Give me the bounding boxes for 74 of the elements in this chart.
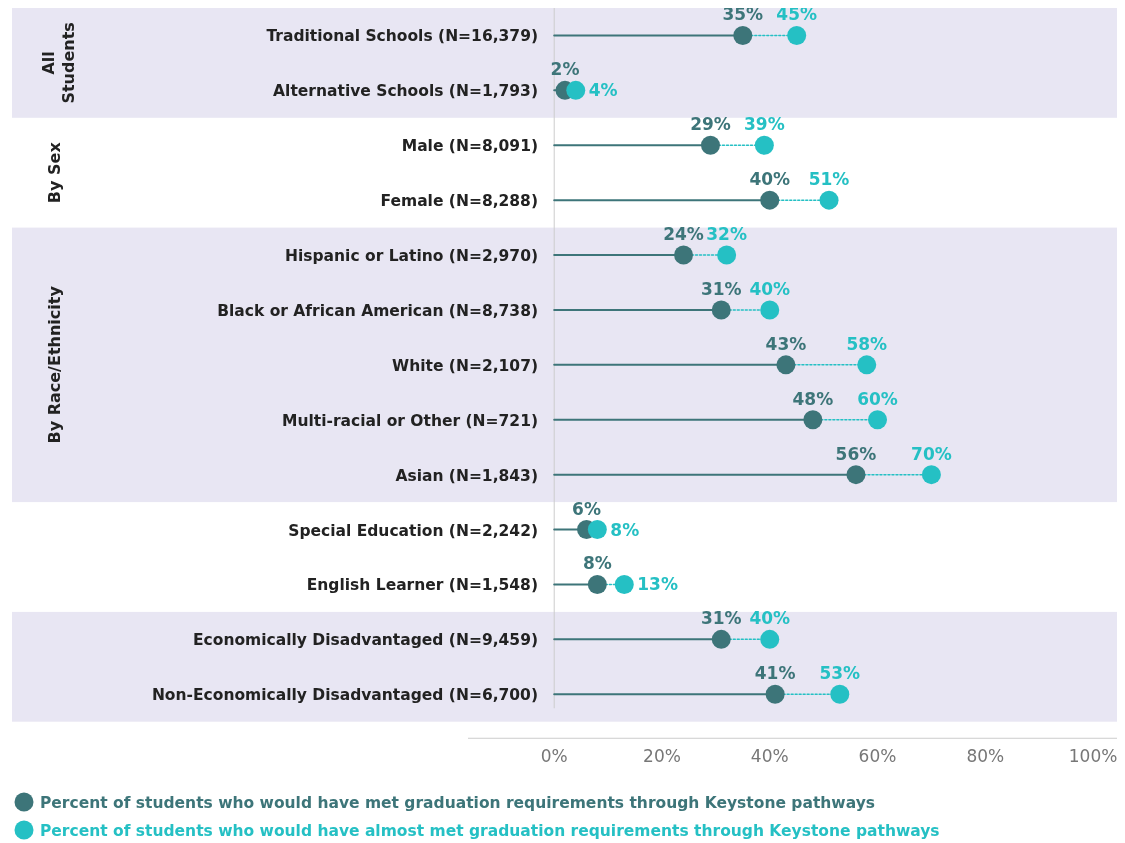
data-label: 40% [749,278,791,299]
y-tick-label: Female (N=8,288) [380,192,538,211]
data-label: 29% [690,114,731,135]
data-label: 70% [911,443,952,464]
data-label: 58% [846,333,888,354]
y-tick-label: English Learner (N=1,548) [306,576,538,595]
y-tick-label: Hispanic or Latino (N=2,970) [285,247,538,266]
data-label: 4% [588,80,618,101]
point [765,684,785,704]
point [587,574,607,594]
text: By Sex [45,141,64,204]
data-label: 35% [722,4,764,25]
point [711,629,731,649]
data-label: 13% [637,574,678,595]
point [921,465,941,485]
legend-label: Percent of students who would have met graduation requirements through Keystone pathways [40,794,875,812]
point [760,629,780,649]
data-label: 40% [749,169,791,190]
point [733,25,753,45]
data-label: 6% [572,498,601,519]
y-tick-label: Male (N=8,091) [401,137,538,156]
band-label: By Race/Ethnicity [45,285,64,444]
point [566,80,586,100]
y-tick-label: Black or African American (N=8,738) [217,301,538,320]
data-label: 53% [819,663,861,684]
point [717,245,737,265]
y-tick-label: Economically Disadvantaged (N=9,459) [192,631,538,650]
x-tick-label: 60% [858,746,897,767]
x-tick-label: 40% [750,746,789,767]
data-label: 56% [835,443,877,464]
point [754,135,774,155]
point [587,520,607,540]
y-tick-label: White (N=2,107) [392,356,538,375]
data-label: 2% [550,59,580,80]
point [803,410,823,430]
point [830,684,850,704]
band-label: All Students [39,22,78,104]
point [614,574,634,594]
point [700,135,720,155]
point [868,410,888,430]
data-label: 24% [663,224,704,245]
data-label: 51% [808,169,850,190]
legend-label: Percent of students who would have almost met graduation requirements through Keystone pathways [40,822,940,840]
y-tick-label: Asian (N=1,843) [395,466,538,485]
point [674,245,694,265]
point [760,300,780,320]
y-tick-label: Alternative Schools (N=1,793) [273,82,538,101]
y-tick-label: Non-Economically Disadvantaged (N=6,700) [151,686,538,705]
point [760,190,780,210]
data-label: 8% [610,519,640,540]
point [776,355,796,375]
data-label: 60% [857,388,898,409]
y-tick-label: Multi-racial or Other (N=721) [281,411,538,430]
y-tick-label: Special Education (N=2,242) [288,521,538,540]
data-label: 8% [582,553,612,574]
point [787,25,807,45]
data-label: 41% [754,663,796,684]
point [857,355,877,375]
x-tick-label: 20% [643,746,681,767]
x-tick-label: 100% [1068,746,1118,767]
data-label: 31% [700,278,742,299]
data-label: 31% [700,608,742,629]
point [711,300,731,320]
data-label: 43% [765,333,807,354]
point [846,465,866,485]
data-label: 48% [792,388,834,409]
data-label: 40% [749,608,791,629]
point [819,190,839,210]
data-label: 45% [776,4,818,25]
y-tick-label: Traditional Schools (N=16,379) [266,27,538,46]
x-tick-label: 0% [540,746,568,767]
data-label: 32% [706,224,747,245]
x-tick-label: 80% [966,746,1005,767]
data-label: 39% [744,114,785,135]
